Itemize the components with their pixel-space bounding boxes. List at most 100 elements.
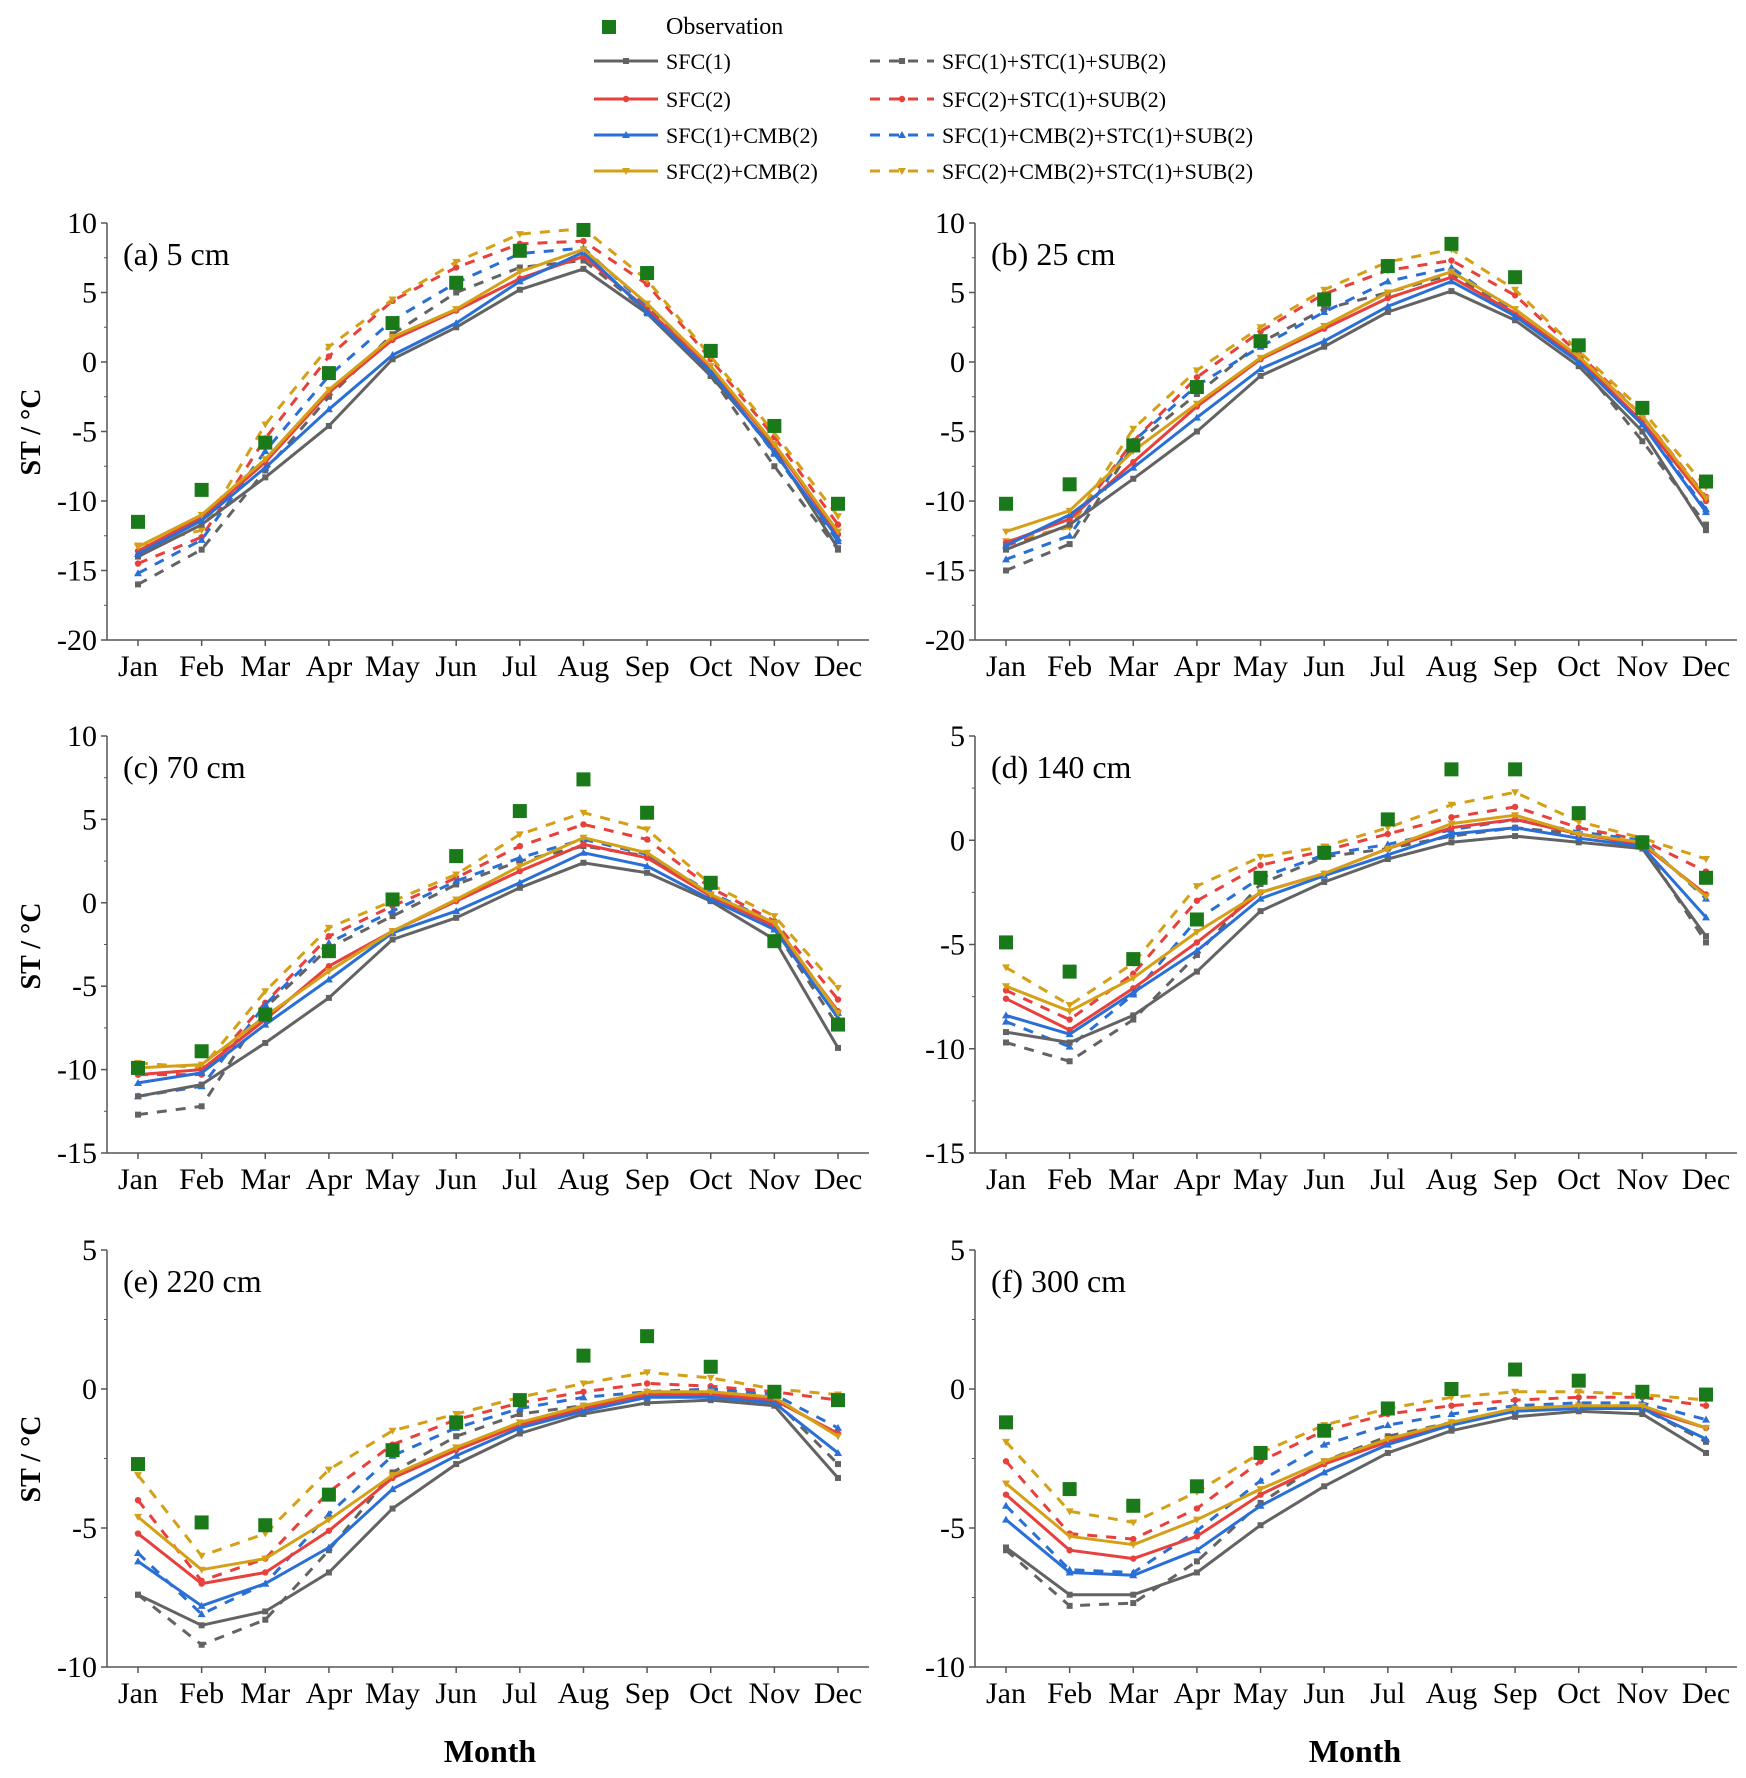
legend-marker-7 <box>898 131 906 138</box>
series-point <box>1256 889 1265 897</box>
series-point <box>1511 789 1520 797</box>
series-line <box>1005 289 1708 551</box>
series-point <box>579 809 588 817</box>
series-point <box>1065 1008 1074 1016</box>
series-point <box>1129 1519 1138 1527</box>
series-point <box>452 907 461 915</box>
observation-point <box>767 418 782 433</box>
series-point <box>1003 1544 1009 1551</box>
series-point <box>643 836 651 843</box>
observation-point <box>258 435 273 450</box>
series-point <box>706 1374 715 1382</box>
series-point <box>453 324 460 331</box>
series-line <box>1004 1395 1707 1541</box>
series-point <box>1448 1427 1455 1434</box>
x-tick-label: Aug <box>558 1677 610 1710</box>
series-point <box>388 1472 397 1480</box>
series-point <box>643 862 652 870</box>
series-point <box>1130 1016 1137 1023</box>
x-tick-label: Feb <box>1047 650 1092 683</box>
observation-point <box>1380 259 1395 274</box>
series-point <box>516 1430 523 1437</box>
series-point <box>770 448 779 456</box>
x-tick-label: May <box>1233 1677 1288 1710</box>
series-point <box>1193 939 1201 946</box>
x-tick-label: Nov <box>1617 1163 1669 1196</box>
series-point <box>324 386 333 394</box>
series-line <box>1005 259 1708 547</box>
x-tick-label: Sep <box>1493 1677 1538 1710</box>
series-point <box>324 924 333 932</box>
series-point <box>1702 1415 1710 1423</box>
series-point <box>1321 1483 1328 1490</box>
series-point <box>579 848 588 856</box>
x-tick-label: Dec <box>1682 650 1730 683</box>
x-tick-label: May <box>365 650 420 683</box>
series-point <box>515 1419 524 1427</box>
series-point <box>1192 1516 1201 1524</box>
observation-point <box>1380 1401 1395 1416</box>
series-point <box>1192 928 1201 936</box>
series-line <box>1005 272 1708 572</box>
series-point <box>515 277 524 285</box>
series-point <box>262 474 269 481</box>
y-tick-label: -10 <box>57 1054 97 1087</box>
series-point <box>706 895 715 903</box>
series-line <box>1005 790 1707 1007</box>
series-point <box>261 446 270 454</box>
series-point <box>1130 458 1137 466</box>
observation-point <box>831 496 845 511</box>
series-point <box>1639 438 1646 445</box>
y-tick-label: 10 <box>67 720 97 753</box>
y-tick-label: 0 <box>950 824 965 857</box>
series-point <box>1066 521 1073 528</box>
observation-point <box>640 805 655 820</box>
y-tick-label: 5 <box>82 803 97 836</box>
series-point <box>1511 812 1520 820</box>
series-point <box>1130 1555 1137 1562</box>
series-point <box>1638 1402 1647 1410</box>
legend-marker-2 <box>622 95 630 103</box>
observation-point <box>1508 762 1523 777</box>
series-point <box>134 1513 142 1521</box>
series-point <box>1702 856 1710 864</box>
series-point <box>516 867 524 875</box>
legend-label-4: SFC(2)+CMB(2) <box>666 159 818 184</box>
series-point <box>197 1566 206 1574</box>
legend-marker-4 <box>622 168 630 175</box>
x-tick-label: Apr <box>1174 1163 1221 1196</box>
observation-point <box>1189 1479 1204 1494</box>
y-tick-label: 0 <box>82 346 97 379</box>
panel-3: -15 -10 -5 0 5 10 Jan Feb Mar Apr May Jun Jul Aug Sep O… <box>57 720 869 1196</box>
observation-point <box>131 1060 145 1075</box>
series-point <box>579 1407 588 1415</box>
series-point <box>1511 816 1519 823</box>
series-point <box>325 962 333 970</box>
series-point <box>771 463 778 470</box>
series-point <box>834 996 842 1003</box>
series-point <box>197 1068 206 1076</box>
series-point <box>579 834 588 842</box>
observation-point <box>576 772 591 787</box>
series-point <box>1511 292 1519 299</box>
panel-4: -15 -10 -5 0 5 Jan Feb Mar Apr May Jun Jul Aug Sep Oct… <box>925 720 1737 1196</box>
series-point <box>325 1527 333 1534</box>
series-point <box>644 1399 651 1406</box>
series-point <box>1448 274 1455 281</box>
x-tick-label: Dec <box>1682 1677 1730 1710</box>
series-point <box>1702 1402 1710 1409</box>
observation-point <box>1444 1382 1459 1396</box>
series-point <box>134 1549 142 1557</box>
x-tick-label: Nov <box>749 1163 801 1196</box>
series-point <box>1192 1546 1201 1554</box>
series-point <box>1002 1501 1010 1509</box>
series-point <box>1702 495 1710 503</box>
series-point <box>1256 364 1265 372</box>
x-tick-label: Jan <box>986 1163 1026 1196</box>
series-point <box>1703 527 1709 534</box>
x-tick-label: Nov <box>749 1677 801 1710</box>
series-line <box>1005 279 1708 547</box>
observation-point <box>1571 1373 1586 1388</box>
series-point <box>1129 1541 1138 1549</box>
series-point <box>388 296 397 304</box>
